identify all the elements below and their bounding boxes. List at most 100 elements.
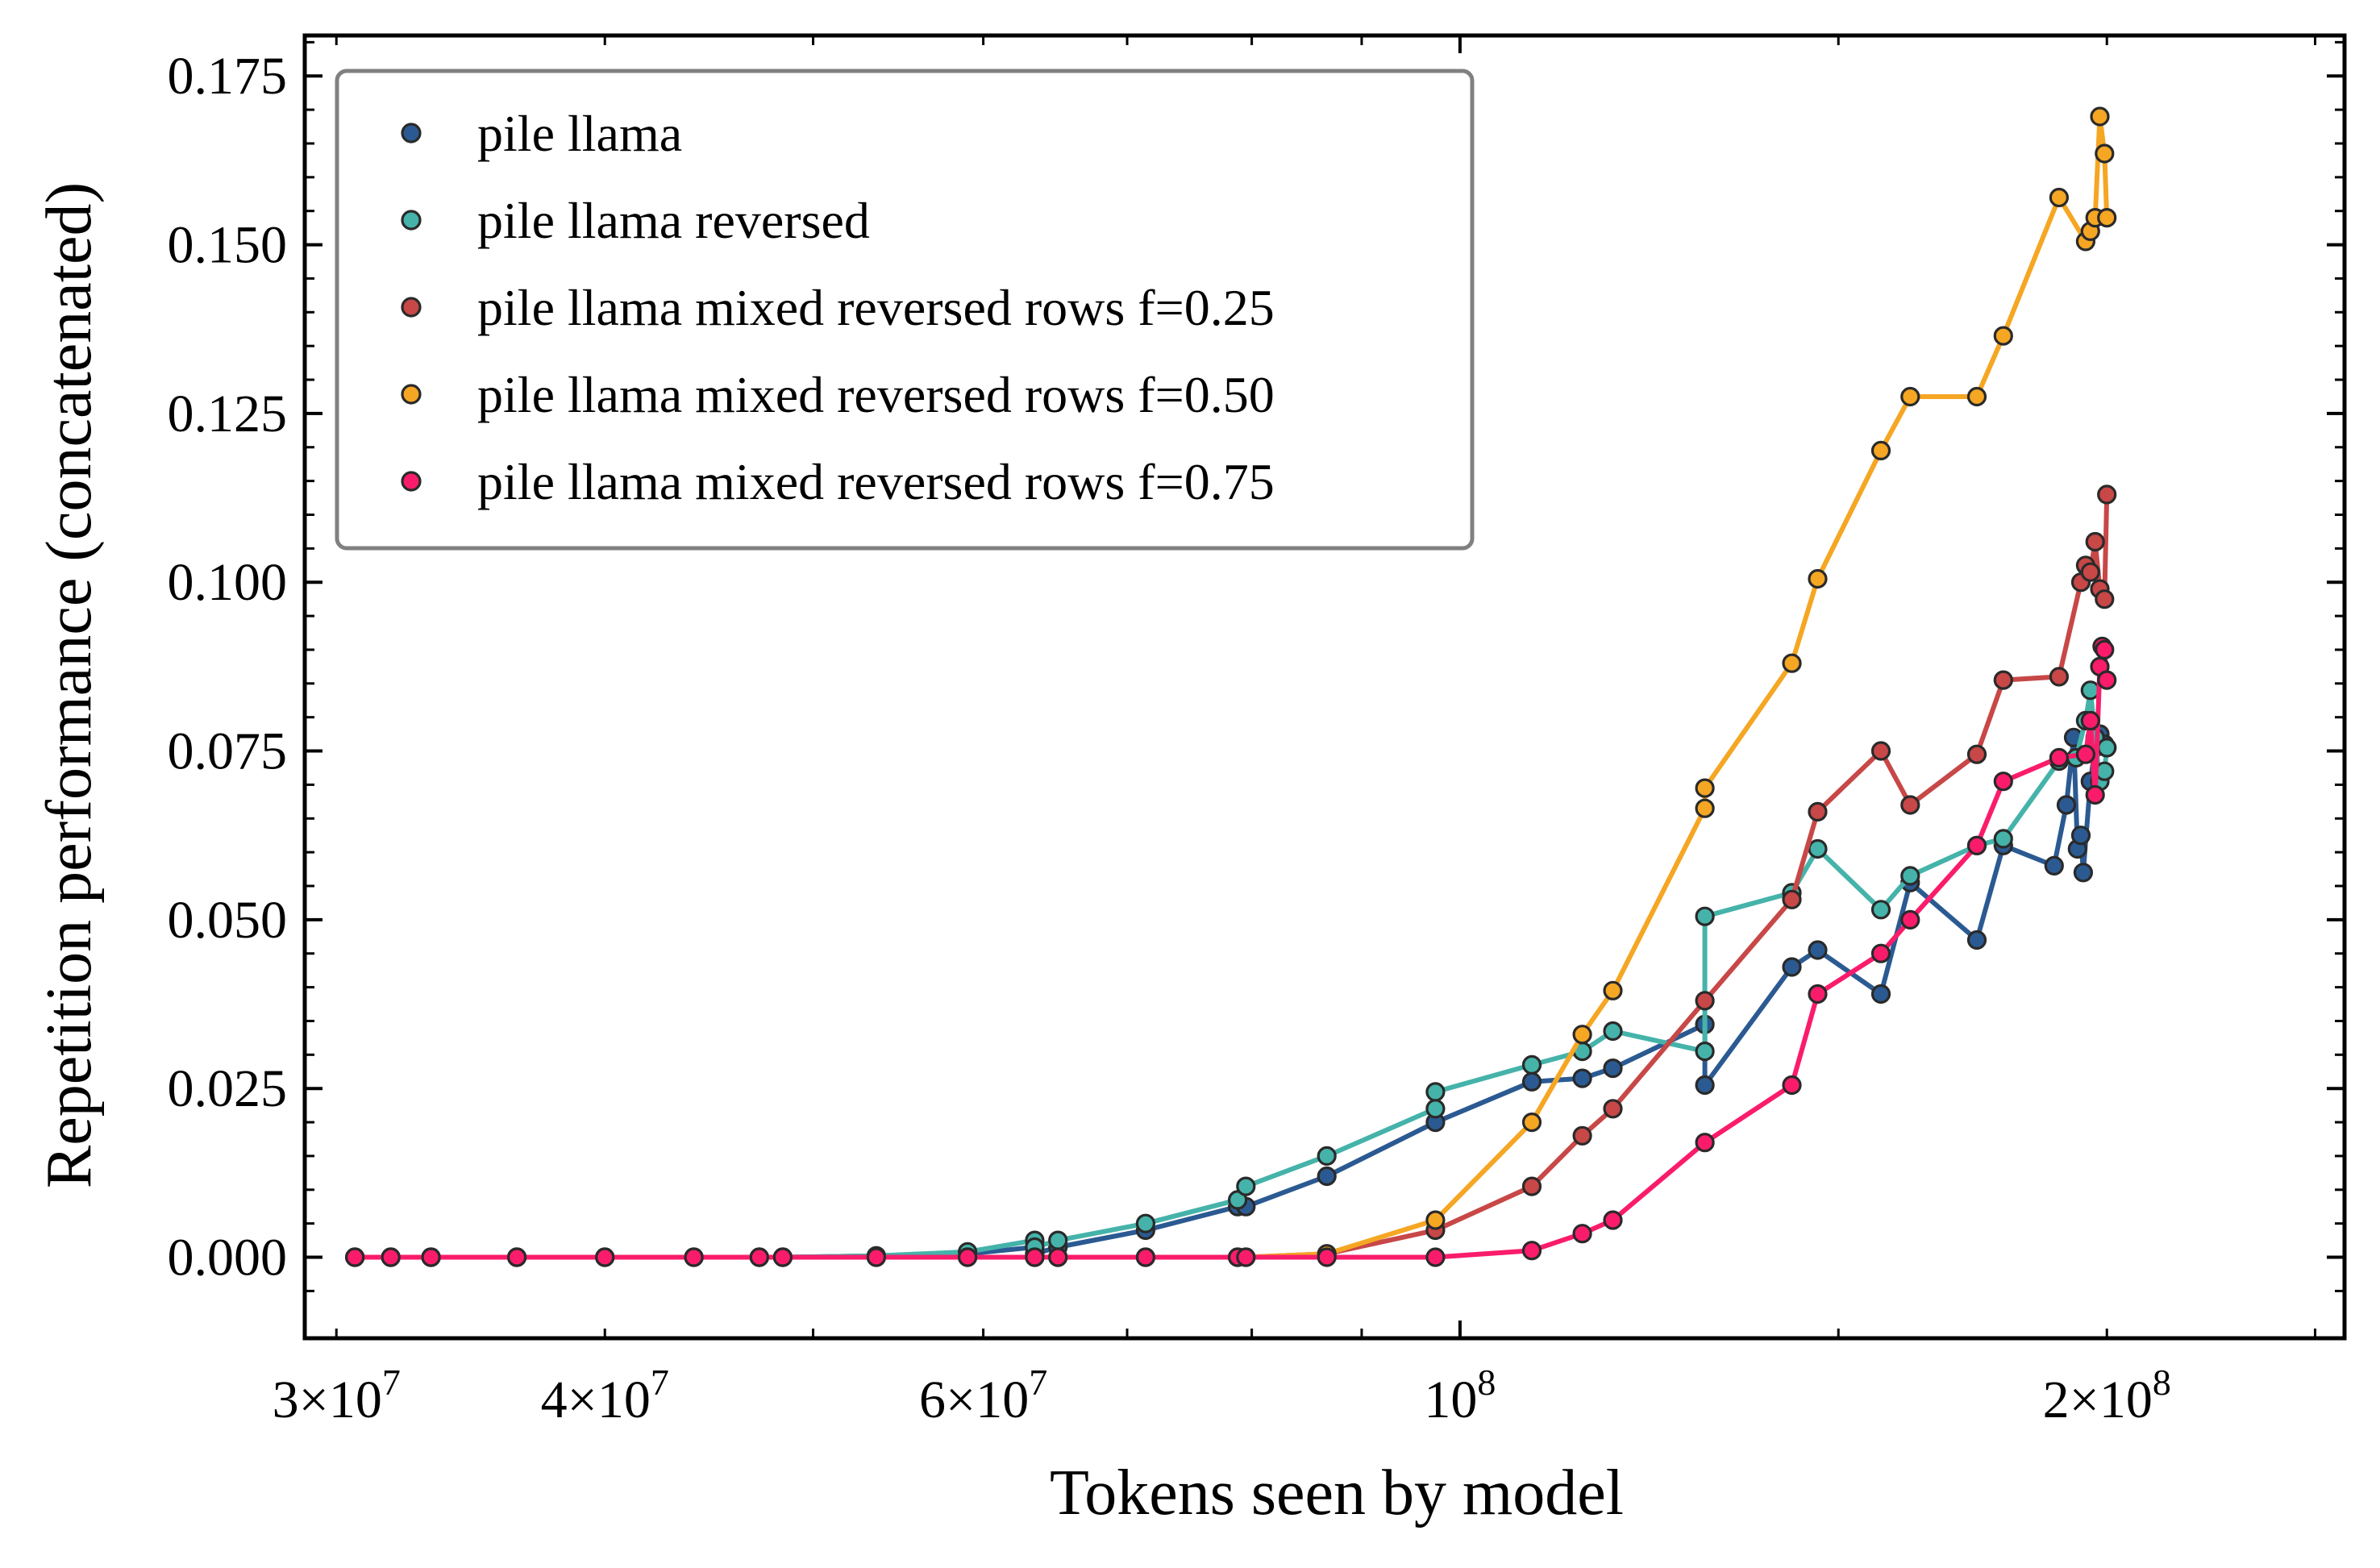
data-point: [1425, 1210, 1446, 1230]
data-point: [1870, 943, 1891, 963]
series-3: [345, 485, 2117, 1267]
data-point: [1695, 778, 1715, 798]
y-tick-label: 0.150: [168, 216, 288, 275]
y-tick-label: 0.075: [168, 722, 288, 781]
x-tick-label: 6×107: [919, 1362, 1047, 1429]
legend-marker: [401, 471, 422, 492]
data-point: [1603, 980, 1623, 1000]
data-point: [957, 1247, 978, 1267]
legend-label: pile llama mixed reversed rows f=0.25: [477, 279, 1275, 336]
y-axis-title: Repetition performance (concatenated): [34, 182, 105, 1188]
y-tick-label: 0.050: [168, 891, 288, 950]
data-point: [1572, 1025, 1592, 1045]
data-point: [1025, 1247, 1045, 1267]
data-point: [595, 1247, 615, 1267]
data-point: [1572, 1068, 1592, 1088]
data-point: [1808, 568, 1828, 589]
data-point: [1808, 838, 1828, 859]
data-point: [1425, 1082, 1446, 1102]
data-point: [1521, 1241, 1542, 1261]
series-line: [352, 643, 2110, 1260]
x-tick-label: 2×108: [2043, 1362, 2171, 1429]
data-point: [1993, 670, 2013, 690]
data-point: [1236, 1247, 1256, 1267]
data-point: [1808, 984, 1828, 1004]
data-point: [1695, 906, 1715, 926]
data-point: [1782, 957, 1802, 977]
data-point: [1603, 1058, 1623, 1079]
plot-frame: [302, 33, 2347, 1341]
data-point: [2097, 208, 2117, 228]
legend-label: pile llama mixed reversed rows f=0.75: [477, 453, 1275, 510]
data-point: [684, 1247, 704, 1267]
data-point: [1317, 1146, 1337, 1167]
data-point: [2080, 680, 2100, 701]
data-point: [2056, 795, 2077, 815]
series-5: [345, 636, 2117, 1267]
data-point: [1048, 1230, 1068, 1250]
data-point: [1521, 1112, 1542, 1133]
data-point: [1695, 798, 1715, 818]
data-point: [2085, 784, 2105, 805]
data-point: [1782, 1075, 1802, 1096]
data-point: [1993, 326, 2013, 346]
plot-area: [302, 33, 2347, 1341]
data-point: [506, 1247, 527, 1267]
data-point: [2044, 855, 2064, 876]
x-tick-label: 3×107: [273, 1362, 401, 1429]
legend-label: pile llama reversed: [477, 192, 870, 249]
y-tick-label: 0.100: [168, 553, 288, 612]
y-tick-label: 0.125: [168, 385, 288, 443]
data-point: [1993, 829, 2013, 849]
data-point: [749, 1247, 769, 1267]
legend-marker: [401, 123, 422, 143]
legend: pile llama pile llama reversed pile llama …: [335, 69, 1475, 551]
data-point: [2095, 143, 2115, 164]
data-point: [1603, 1210, 1623, 1230]
data-point: [2097, 738, 2117, 758]
data-point: [2049, 187, 2069, 208]
data-point: [1603, 1099, 1623, 1119]
legend-label: pile llama mixed reversed rows f=0.50: [477, 366, 1275, 423]
data-point: [1572, 1224, 1592, 1244]
data-point: [1048, 1247, 1068, 1267]
data-point: [2075, 744, 2095, 764]
data-point: [421, 1247, 441, 1267]
data-point: [1135, 1213, 1156, 1233]
data-point: [1782, 889, 1802, 909]
data-point: [1425, 1099, 1446, 1119]
data-point: [1521, 1071, 1542, 1092]
series-line: [352, 731, 2110, 1260]
data-point: [1870, 900, 1891, 920]
legend-label: pile llama: [477, 105, 682, 162]
series-1: [345, 724, 2117, 1267]
data-point: [1782, 653, 1802, 673]
x-axis-title: Tokens seen by model: [1050, 1458, 1624, 1528]
legend-box: [335, 69, 1475, 551]
data-point: [1993, 772, 2013, 792]
data-point: [2080, 562, 2100, 582]
y-tick-label: 0.175: [168, 47, 288, 106]
data-point: [1695, 991, 1715, 1011]
legend-marker: [401, 384, 422, 405]
data-point: [1870, 440, 1891, 461]
data-point: [1695, 1133, 1715, 1153]
data-point: [772, 1247, 793, 1267]
y-tick-label: 0.000: [168, 1229, 288, 1287]
data-point: [1966, 930, 1987, 950]
data-point: [1870, 741, 1891, 761]
data-point: [1317, 1247, 1337, 1267]
data-point: [2049, 747, 2069, 768]
data-point: [2095, 589, 2115, 609]
data-point: [2085, 531, 2105, 552]
data-point: [1900, 866, 1920, 886]
data-point: [2090, 106, 2110, 127]
data-point: [1135, 1247, 1156, 1267]
data-point: [1808, 940, 1828, 960]
y-tick-label: 0.025: [168, 1059, 288, 1118]
data-point: [1900, 909, 1920, 930]
legend-marker: [401, 210, 422, 231]
legend-marker: [401, 297, 422, 318]
